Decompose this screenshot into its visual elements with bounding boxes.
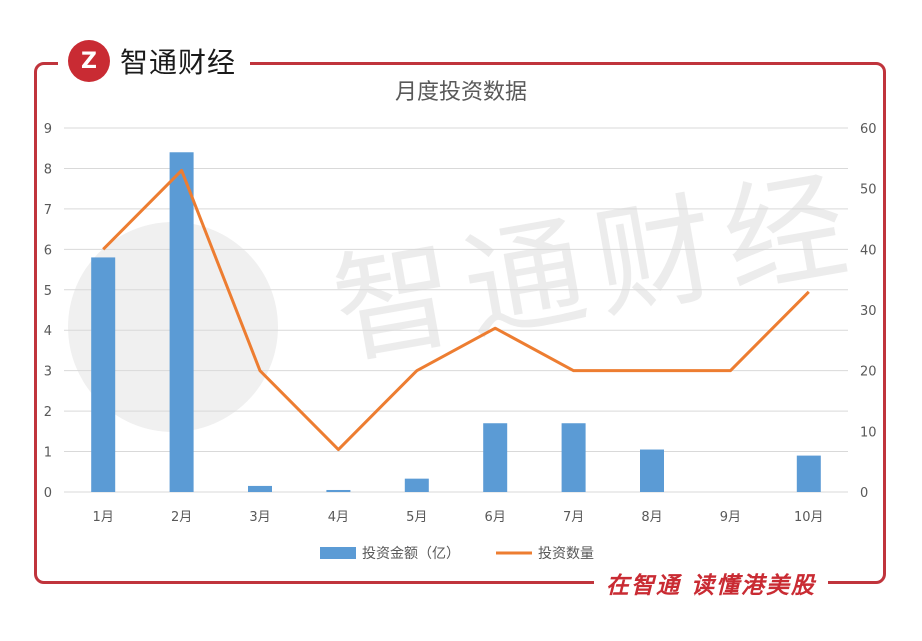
bar — [326, 489, 351, 492]
chart-title: 月度投资数据 — [394, 80, 527, 105]
bar — [796, 455, 821, 492]
y-left-tick-label: 9 — [44, 122, 52, 137]
x-tick-label: 3月 — [249, 510, 270, 525]
x-tick-label: 10月 — [794, 510, 824, 525]
brand-header: Z 智通财经 — [58, 36, 251, 86]
y-left-tick-label: 8 — [44, 162, 52, 177]
x-tick-label: 4月 — [328, 510, 349, 525]
x-tick-label: 2月 — [171, 510, 192, 525]
y-right-tick-label: 0 — [860, 486, 868, 501]
x-tick-label: 5月 — [406, 510, 427, 525]
legend-label: 投资金额（亿） — [362, 546, 460, 562]
y-right-tick-label: 50 — [860, 183, 877, 198]
bar — [561, 423, 586, 492]
y-right-tick-label: 20 — [860, 365, 877, 380]
chart-frame — [34, 62, 886, 584]
y-right-tick-label: 30 — [860, 304, 877, 319]
series-line — [102, 168, 810, 452]
bar — [248, 485, 272, 492]
y-left-tick-label: 0 — [44, 486, 52, 501]
y-left-tick-label: 4 — [44, 324, 52, 339]
y-left-tick-label: 3 — [44, 365, 52, 380]
legend-label: 投资数量 — [538, 546, 594, 562]
x-tick-label: 7月 — [563, 510, 584, 525]
brand-logo-icon: Z — [68, 40, 110, 82]
legend-swatch-bar — [320, 547, 356, 559]
x-tick-label: 6月 — [485, 510, 506, 525]
y-left-tick-label: 6 — [44, 243, 52, 258]
y-left-tick-label: 2 — [44, 405, 52, 420]
y-right-tick-label: 10 — [860, 425, 877, 440]
bar — [169, 152, 194, 492]
x-tick-label: 8月 — [641, 510, 662, 525]
y-left-tick-label: 5 — [44, 284, 52, 299]
x-tick-label: 1月 — [93, 510, 114, 525]
x-tick-label: 9月 — [720, 510, 741, 525]
bar — [404, 478, 429, 492]
y-left-tick-label: 7 — [44, 203, 52, 218]
y-left-tick-label: 1 — [44, 446, 52, 461]
y-right-tick-label: 40 — [860, 243, 877, 258]
y-right-tick-label: 60 — [860, 122, 877, 137]
bar — [640, 449, 664, 492]
bar — [91, 257, 116, 492]
brand-name: 智通财经 — [120, 46, 237, 79]
slogan: 在智通 读懂港美股 — [594, 566, 829, 600]
bar — [483, 423, 508, 492]
